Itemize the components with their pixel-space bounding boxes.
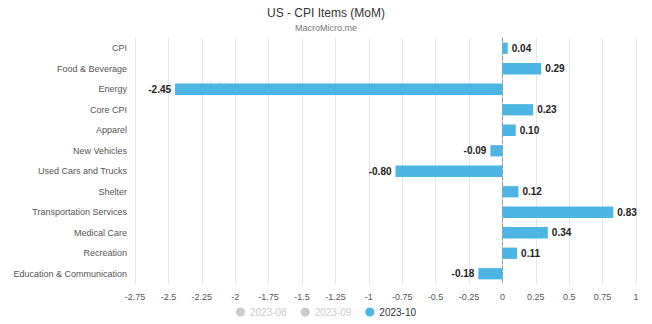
svg-text:1: 1 (633, 292, 638, 302)
svg-text:0.12: 0.12 (522, 186, 542, 197)
svg-text:-2.25: -2.25 (192, 292, 213, 302)
svg-text:0.10: 0.10 (520, 125, 540, 136)
svg-text:2023-09: 2023-09 (315, 307, 352, 318)
svg-text:0.29: 0.29 (545, 63, 565, 74)
svg-text:-1.75: -1.75 (258, 292, 279, 302)
svg-text:-1.5: -1.5 (294, 292, 310, 302)
svg-text:0.83: 0.83 (617, 207, 637, 218)
svg-text:Apparel: Apparel (96, 125, 127, 135)
svg-text:-0.75: -0.75 (392, 292, 413, 302)
svg-text:-0.25: -0.25 (459, 292, 480, 302)
svg-text:CPI: CPI (112, 43, 127, 53)
svg-text:Core CPI: Core CPI (90, 105, 127, 115)
svg-text:-0.09: -0.09 (464, 145, 487, 156)
svg-text:Shelter: Shelter (98, 187, 127, 197)
svg-text:US - CPI Items (MoM): US - CPI Items (MoM) (267, 6, 385, 20)
svg-text:-2.75: -2.75 (125, 292, 146, 302)
svg-text:0.75: 0.75 (594, 292, 612, 302)
svg-text:Food & Beverage: Food & Beverage (57, 64, 127, 74)
svg-text:0.34: 0.34 (552, 227, 572, 238)
svg-text:0.25: 0.25 (527, 292, 545, 302)
svg-text:-1.25: -1.25 (325, 292, 346, 302)
svg-text:-0.5: -0.5 (428, 292, 444, 302)
svg-text:Transportation Services: Transportation Services (32, 207, 127, 217)
svg-text:0.23: 0.23 (537, 104, 557, 115)
svg-text:0.5: 0.5 (563, 292, 576, 302)
svg-text:Recreation: Recreation (83, 248, 127, 258)
svg-text:-2: -2 (231, 292, 239, 302)
svg-text:MacroMicro.me: MacroMicro.me (295, 23, 357, 33)
svg-text:Medical Care: Medical Care (74, 228, 127, 238)
svg-text:MacroMicro: MacroMicro (158, 79, 252, 99)
svg-text:-0.18: -0.18 (452, 268, 475, 279)
svg-text:0.04: 0.04 (512, 43, 532, 54)
svg-text:Used Cars and Trucks: Used Cars and Trucks (38, 166, 128, 176)
svg-text:-1: -1 (365, 292, 373, 302)
svg-text:New Vehicles: New Vehicles (73, 146, 128, 156)
svg-text:-0.80: -0.80 (369, 166, 392, 177)
svg-text:Education & Communication: Education & Communication (13, 269, 127, 279)
svg-text:0: 0 (500, 292, 505, 302)
svg-text:2023-10: 2023-10 (379, 307, 416, 318)
svg-text:Energy: Energy (98, 84, 127, 94)
svg-text:-2.5: -2.5 (161, 292, 177, 302)
svg-text:-2.45: -2.45 (148, 84, 171, 95)
svg-text:2023-08: 2023-08 (250, 307, 287, 318)
svg-text:0.11: 0.11 (521, 248, 540, 259)
